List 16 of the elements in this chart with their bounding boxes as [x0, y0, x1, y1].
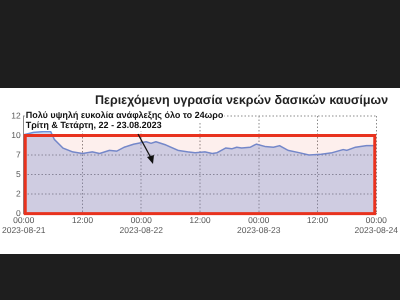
annotation: Τρίτη & Τετάρτη, 22 - 23.08.2023: [26, 120, 162, 130]
y-tick-label: 2: [16, 188, 22, 198]
chart-title: Περιεχόμενη υγρασία νεκρών δασικών καυσίμων: [95, 93, 390, 107]
x-tick-label: 12:00: [189, 215, 211, 226]
x-tick-label: 00:00 2023-08-23: [237, 215, 281, 236]
y-tick-label: 0: [16, 208, 22, 218]
x-tick-label: 00:00 2023-08-24: [354, 215, 398, 236]
x-tick-label: 12:00: [72, 215, 94, 226]
y-tick-label: 7: [16, 149, 22, 160]
x-tick-label: 12:00: [306, 215, 328, 226]
x-tick-label: 00:00 2023-08-21: [2, 215, 46, 236]
y-tick-label: 10: [11, 130, 21, 140]
x-tick-label: 00:00 2023-08-22: [120, 215, 164, 236]
y-tick-label: 5: [16, 168, 22, 179]
y-tick-label: 12: [11, 110, 21, 120]
annotation: Πολύ υψηλή ευκολία ανάφλεξης όλο το 24ωρο: [26, 110, 224, 120]
